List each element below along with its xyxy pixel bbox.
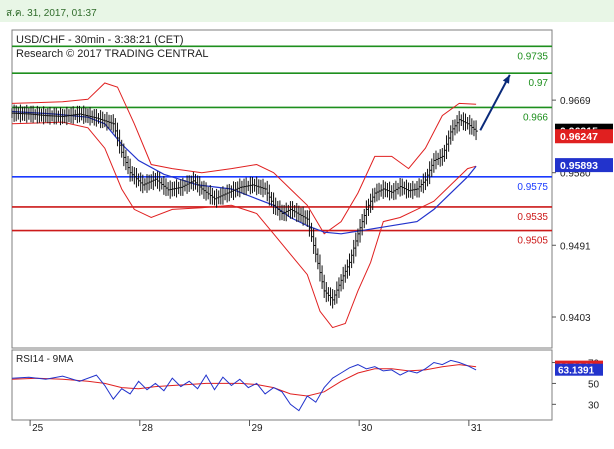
price-badge-label-bb_upper: 0.96247 <box>560 131 598 143</box>
rsi-ma-line <box>11 364 477 397</box>
resistance-2-label: 0.97 <box>529 78 549 89</box>
forecast-arrow <box>479 74 511 131</box>
rsi-panel <box>11 349 553 421</box>
resistance-3-label: 0.966 <box>523 112 548 123</box>
price-badge-bb_upper <box>555 129 613 144</box>
price-badge-bb_lower <box>555 158 613 173</box>
support-1-label: 0.9535 <box>517 212 548 223</box>
bollinger-upper <box>11 82 477 235</box>
rsi-tick-label-2: 50 <box>588 379 600 390</box>
resistance-1-label: 0.9735 <box>517 51 548 62</box>
rsi-badge-label-rsi: 63.1391 <box>558 366 595 377</box>
support-2-label: 0.9505 <box>517 236 548 247</box>
chart-title: USD/CHF - 30min - 3:38:21 (CET) <box>16 34 183 46</box>
pivot-label: 0.9575 <box>517 182 548 193</box>
forecast-arrow-head <box>502 74 510 84</box>
x-tick-label-29: 29 <box>251 423 263 434</box>
price-badge-label-bb_lower: 0.95893 <box>560 160 598 172</box>
rsi-badge-rsi <box>555 363 603 376</box>
rsi-title: RSI14 - 9MA <box>16 354 74 365</box>
header-bar: ส.ค. 31, 2017, 01:37 <box>0 0 614 22</box>
chart-subtitle: Research © 2017 TRADING CENTRAL <box>16 48 209 60</box>
bollinger-lower <box>11 121 477 329</box>
x-tick-label-31: 31 <box>471 423 483 434</box>
x-tick-label-28: 28 <box>142 423 154 434</box>
main-panel <box>11 29 553 349</box>
rsi-tick-label-3: 30 <box>588 400 600 411</box>
timestamp: ส.ค. 31, 2017, 01:37 <box>6 8 97 19</box>
y-tick-label-1: 0.9669 <box>560 96 591 107</box>
y-tick-label-4: 0.9403 <box>560 313 591 324</box>
rsi-line <box>11 359 477 412</box>
y-tick-label-2: 0.9580 <box>560 169 591 180</box>
y-tick-label-3: 0.9491 <box>560 241 591 252</box>
x-tick-label-30: 30 <box>361 423 373 434</box>
x-tick-label-25: 25 <box>32 423 44 434</box>
